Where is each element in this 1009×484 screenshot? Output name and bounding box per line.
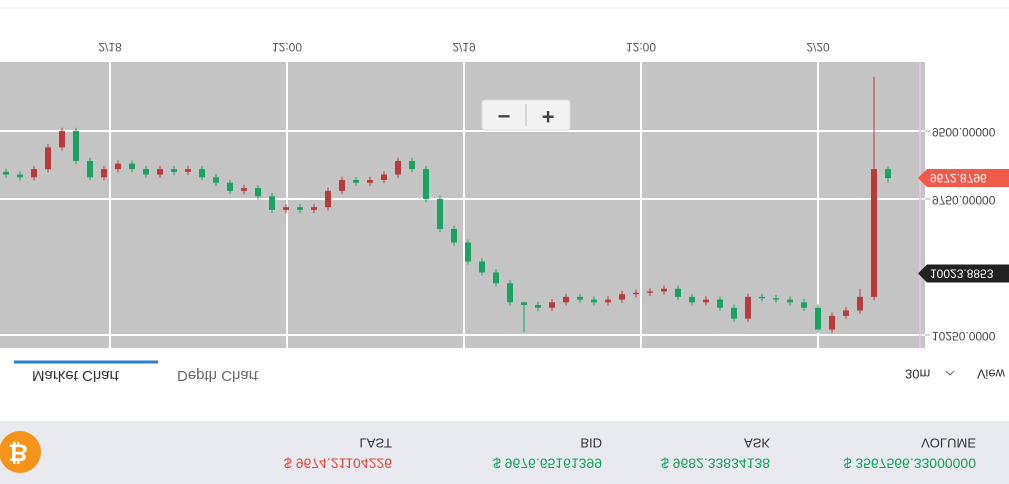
- plot-area: [0, 62, 925, 348]
- candle-body: [213, 177, 219, 183]
- candle-body: [199, 169, 205, 178]
- stat-label: VOLUME: [921, 436, 976, 451]
- x-tick-label: 12:00: [272, 40, 302, 54]
- candle-body: [367, 179, 373, 183]
- y-tick-label: 9500.00000: [932, 125, 996, 139]
- candle-body: [619, 294, 625, 300]
- candle-body: [143, 169, 149, 175]
- x-tick-label: 12:00: [626, 40, 656, 54]
- candle-body: [227, 182, 233, 191]
- price-tag: [918, 169, 1009, 188]
- x-tick-label: 2/18: [98, 40, 122, 54]
- stat-value: $ 9674.21104226: [284, 455, 392, 471]
- candle-body: [87, 160, 93, 178]
- candle-body: [339, 179, 345, 191]
- view-button[interactable]: View: [977, 367, 1006, 382]
- x-tick-label: 2/19: [452, 40, 476, 54]
- candle-body: [297, 207, 303, 210]
- candle-body: [17, 174, 23, 178]
- candle-body: [563, 296, 569, 303]
- candle-body: [45, 147, 51, 170]
- price-tag: [918, 264, 1009, 283]
- coin-symbol: ₿: [8, 439, 28, 466]
- candle-body: [759, 296, 765, 299]
- candle-body: [717, 299, 723, 308]
- candle-body: [605, 299, 611, 303]
- candle-body: [73, 131, 79, 161]
- candle-body: [731, 307, 737, 319]
- candle-body: [353, 179, 359, 183]
- candle-body: [647, 291, 653, 293]
- zoom-out[interactable]: −: [498, 104, 511, 129]
- coin-logo: [0, 431, 41, 473]
- candle-body: [787, 299, 793, 303]
- candle-body: [269, 196, 275, 210]
- candle-body: [689, 296, 695, 303]
- candle-body: [773, 298, 779, 300]
- candle-body: [633, 292, 639, 295]
- candle-body: [465, 242, 471, 262]
- candle-body: [311, 207, 317, 210]
- candle-body: [395, 160, 401, 175]
- candle-body: [577, 296, 583, 300]
- candle-body: [871, 169, 877, 297]
- candle-body: [843, 310, 849, 316]
- candle-body: [521, 302, 527, 306]
- tab[interactable]: Depth Chart: [177, 367, 259, 384]
- candle-body: [829, 315, 835, 330]
- candle-body: [59, 131, 65, 148]
- candle-body: [479, 261, 485, 273]
- candle-body: [3, 171, 9, 175]
- y-tick-label: 10250.0000: [932, 329, 996, 343]
- candle-body: [885, 169, 891, 179]
- price-tag-label: 10023.8853: [930, 266, 994, 280]
- candle-body: [283, 207, 289, 210]
- stat-value: $ 3567566.33000000: [844, 455, 977, 471]
- candle-body: [409, 160, 415, 170]
- candle-body: [535, 305, 541, 308]
- stat-label: LAST: [359, 436, 392, 451]
- x-tick-label: 2/20: [806, 40, 830, 54]
- candle-body: [451, 228, 457, 243]
- candle-body: [857, 296, 863, 311]
- caret: [945, 370, 955, 376]
- candle-body: [101, 169, 107, 178]
- stat-value: $ 9676.65161399: [493, 455, 602, 471]
- y-tick-label: 9750.00000: [932, 193, 996, 207]
- zoom-in[interactable]: +: [542, 104, 555, 129]
- candle-body: [381, 174, 387, 180]
- candle-body: [325, 190, 331, 208]
- candle-body: [661, 288, 667, 292]
- candle-body: [423, 169, 429, 200]
- candle-body: [437, 199, 443, 229]
- candle-body: [255, 188, 261, 197]
- tab[interactable]: Market Chart: [32, 367, 120, 384]
- stat-value: $ 9682.33834138: [661, 455, 770, 471]
- candle-body: [493, 272, 499, 284]
- candle-body: [703, 299, 709, 303]
- candle-body: [157, 169, 163, 175]
- candle-body: [675, 288, 681, 297]
- candle-body: [801, 302, 807, 308]
- candle-body: [241, 188, 247, 191]
- price-tag-label: 9672.8796: [930, 171, 987, 185]
- candle-body: [129, 163, 135, 170]
- candle-body: [171, 169, 177, 172]
- interval-select[interactable]: 30m: [905, 367, 930, 382]
- candle-body: [745, 296, 751, 319]
- candle-body: [815, 307, 821, 330]
- candle-body: [185, 169, 191, 172]
- info-bar: [0, 421, 1009, 484]
- candle-body: [115, 163, 121, 170]
- candle-body: [507, 283, 513, 303]
- candle-body: [591, 299, 597, 303]
- candle-body: [31, 169, 37, 178]
- candle-body: [549, 302, 555, 308]
- chart: 2/18 12:00 2/19 12:00 2/20 9500.00000 9750.000…: [0, 40, 1009, 348]
- stat-label: BID: [580, 436, 602, 451]
- stat-label: ASK: [744, 436, 770, 451]
